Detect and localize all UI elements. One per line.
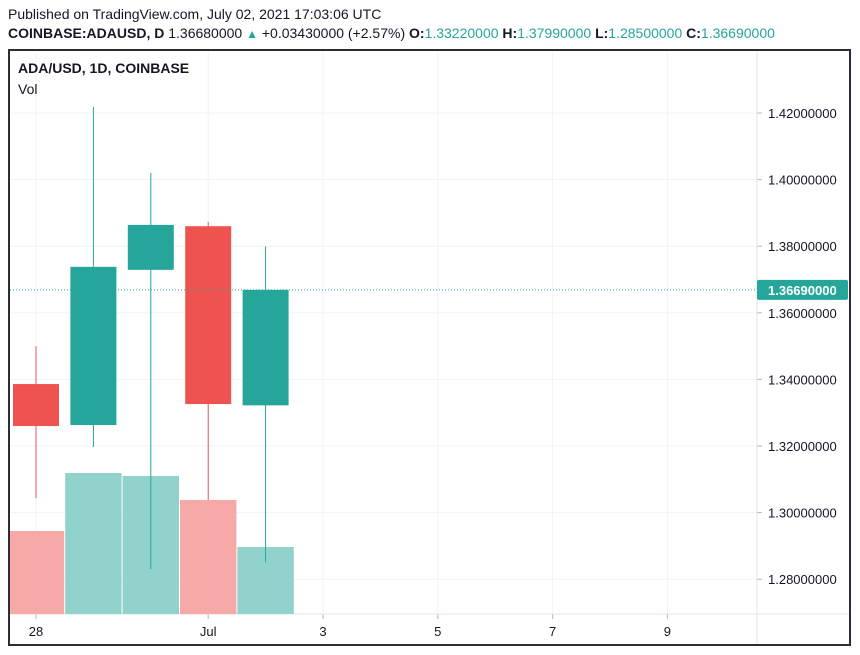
pane-title: ADA/USD, 1D, COINBASE: [18, 60, 190, 76]
open-label: O:: [409, 25, 425, 41]
close-label: C:: [686, 25, 701, 41]
volume-bar: [65, 473, 122, 614]
x-tick-label: Jul: [200, 624, 217, 639]
symbol-header: COINBASE:ADAUSD, D 1.36680000 ▲ +0.03430…: [8, 25, 775, 41]
x-tick-label: 28: [29, 624, 43, 639]
open-value: 1.33220000: [424, 25, 499, 41]
candle-body: [70, 266, 117, 426]
x-tick-label: 7: [549, 624, 556, 639]
last-price: 1.36680000: [168, 25, 243, 41]
candle-body: [127, 224, 174, 270]
y-tick-label: 1.32000000: [768, 439, 837, 454]
published-note: Published on TradingView.com, July 02, 2…: [8, 6, 382, 22]
x-tick-label: 3: [319, 624, 326, 639]
candle-body: [13, 384, 59, 427]
symbol: COINBASE:ADAUSD, D: [8, 25, 165, 41]
last-price-badge: [757, 279, 848, 300]
x-tick-label: 9: [664, 624, 671, 639]
volume-bar: [180, 500, 237, 614]
high-value: 1.37990000: [517, 25, 592, 41]
candle-body: [242, 289, 289, 406]
x-tick-label: 5: [434, 624, 441, 639]
volume-bar: [10, 531, 65, 614]
y-tick-label: 1.42000000: [768, 106, 837, 121]
candle-body: [185, 226, 232, 405]
y-tick-label: 1.34000000: [768, 372, 837, 387]
volume-label: Vol: [18, 81, 38, 97]
y-tick-label: 1.36000000: [768, 306, 837, 321]
last-price-label: 1.36690000: [768, 283, 837, 298]
price-change: +0.03430000 (+2.57%): [261, 25, 406, 41]
y-tick-label: 1.40000000: [768, 173, 837, 188]
chart-frame: [8, 49, 851, 646]
up-arrow-icon: ▲: [246, 27, 258, 41]
close-value: 1.36690000: [700, 25, 775, 41]
high-label: H:: [502, 25, 518, 41]
y-tick-label: 1.30000000: [768, 506, 837, 521]
low-label: L:: [595, 25, 609, 41]
y-tick-label: 1.38000000: [768, 239, 837, 254]
y-tick-label: 1.28000000: [768, 572, 837, 587]
low-value: 1.28500000: [608, 25, 683, 41]
